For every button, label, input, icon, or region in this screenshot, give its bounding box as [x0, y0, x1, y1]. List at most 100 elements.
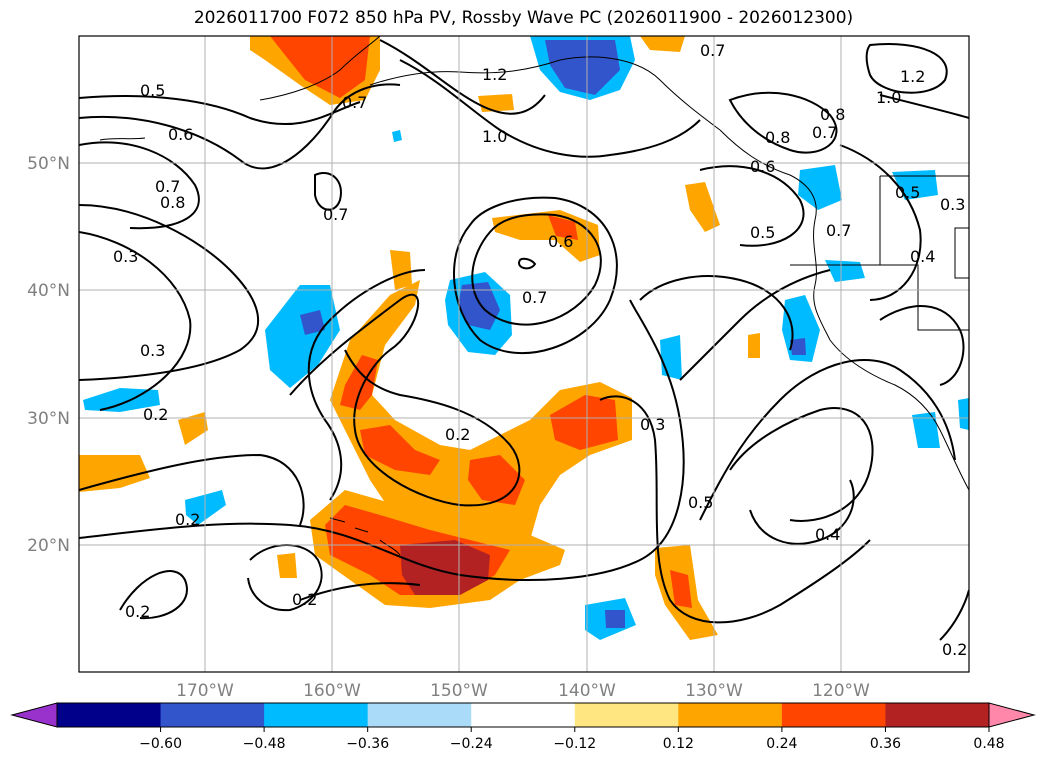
- contour-line: [79, 231, 192, 411]
- coastlines: [99, 36, 969, 556]
- contour-label: 0.8: [765, 128, 790, 147]
- contour-line: [289, 293, 521, 507]
- contour-line: [79, 453, 305, 526]
- contour-line: [299, 582, 421, 601]
- contour-line: [839, 144, 922, 301]
- contour-label: 0.2: [445, 425, 470, 444]
- coastline: [719, 129, 831, 341]
- contour-label: 0.2: [125, 602, 150, 621]
- contour-label: 0.5: [895, 183, 920, 202]
- contour-line: [379, 39, 546, 115]
- contour-line: [453, 196, 618, 355]
- lon-label: 150°W: [430, 681, 488, 701]
- colorbar-tick-label: −0.24: [450, 736, 493, 752]
- negative-anomaly-region: [458, 282, 500, 330]
- negative-anomaly-region: [958, 398, 969, 430]
- lat-label: 30°N: [27, 409, 70, 429]
- negative-anomaly-region: [798, 165, 842, 210]
- positive-anomaly-region: [478, 94, 514, 112]
- coastline: [99, 137, 146, 141]
- lon-label: 140°W: [558, 681, 616, 701]
- contour-line: [79, 83, 401, 170]
- positive-anomaly-region: [360, 425, 440, 475]
- contour-line: [79, 204, 259, 381]
- colorbar-extend-low: [10, 702, 58, 728]
- colorbar-tick-label: 0.12: [663, 736, 694, 752]
- map-frame: [78, 35, 970, 673]
- contour-line: [639, 275, 794, 351]
- positive-anomaly-region: [79, 455, 150, 492]
- contour-label: 0.2: [175, 510, 200, 529]
- coastline: [379, 539, 401, 556]
- contour-label: 0.7: [323, 205, 348, 224]
- contour-line: [79, 141, 200, 230]
- positive-anomaly-region: [340, 355, 378, 410]
- colorbar-segment: [367, 703, 472, 727]
- positive-anomaly-region: [178, 412, 208, 445]
- colorbar-frame: [56, 702, 990, 728]
- contour-line: [749, 479, 855, 545]
- contour-line: [518, 257, 537, 270]
- positive-anomaly-region: [400, 540, 490, 595]
- chart-title: 2026011700 F072 850 hPa PV, Rossby Wave …: [193, 8, 854, 28]
- contour-label: 0.4: [910, 247, 935, 266]
- country-border: [790, 264, 969, 331]
- colorbar-segment: [781, 703, 886, 727]
- contour-line: [939, 589, 969, 641]
- contour-line: [679, 269, 831, 381]
- negative-anomaly-region: [605, 610, 625, 628]
- lon-label: 170°W: [176, 681, 234, 701]
- contour-label: 0.2: [942, 640, 967, 659]
- coastline: [369, 56, 721, 131]
- colorbar-segment: [885, 703, 990, 727]
- contour-label: 0.6: [750, 157, 775, 176]
- negative-anomaly-region: [392, 130, 402, 142]
- lon-label: 120°W: [812, 681, 870, 701]
- negative-anomaly-region: [912, 412, 940, 448]
- contour-label: 0.2: [143, 405, 168, 424]
- contour-label: 0.5: [688, 493, 713, 512]
- colorbar-tick-label: 0.36: [870, 736, 901, 752]
- positive-anomaly-region: [748, 333, 760, 358]
- contour-line: [599, 395, 871, 624]
- colorbar-tick-label: −0.36: [346, 736, 389, 752]
- coastline: [259, 36, 381, 101]
- lat-label: 20°N: [27, 536, 70, 556]
- contour-line: [728, 91, 838, 154]
- positive-anomaly-region: [330, 280, 632, 565]
- contour-label: 0.7: [522, 288, 547, 307]
- colorbar-segment: [574, 703, 679, 727]
- contour-line: [865, 43, 948, 94]
- contour-label: 0.3: [140, 341, 165, 360]
- positive-anomaly-region: [550, 395, 618, 450]
- contour-line: [314, 172, 342, 211]
- positive-anomaly-region: [548, 215, 578, 240]
- positive-anomaly-region: [270, 36, 370, 98]
- contour-label: 0.7: [342, 93, 367, 112]
- contour-line: [699, 359, 956, 521]
- contour-line: [399, 59, 701, 158]
- contour-line: [119, 570, 188, 620]
- contour-line: [699, 165, 805, 247]
- contour-label: 0.7: [155, 177, 180, 196]
- colorbar-extend-high: [988, 702, 1036, 728]
- colorbar-segment: [678, 703, 783, 727]
- contour-label: 0.6: [548, 232, 573, 251]
- positive-anomaly-region: [640, 36, 685, 52]
- colorbar-tick-label: −0.48: [243, 736, 286, 752]
- contour-label: 1.2: [900, 67, 925, 86]
- colorbar: −0.60 −0.48 −0.36 −0.24 −0.12 0.12 0.24 0.36 0.4…: [10, 702, 1036, 752]
- negative-anomaly-region: [300, 310, 325, 335]
- contour-label: 0.3: [640, 415, 665, 434]
- positive-anomaly-region: [390, 250, 412, 290]
- contour-label: 0.8: [160, 193, 185, 212]
- contour-line: [79, 299, 685, 581]
- colorbar-segment: [57, 703, 162, 727]
- colorbar-tick-label: −0.60: [139, 736, 182, 752]
- contour-label: 0.5: [750, 223, 775, 242]
- gridlines: [79, 36, 969, 672]
- lat-label: 40°N: [27, 281, 70, 301]
- contour-label: 0.3: [113, 247, 138, 266]
- country-border: [954, 227, 969, 279]
- colorbar-tick-label: 0.24: [766, 736, 797, 752]
